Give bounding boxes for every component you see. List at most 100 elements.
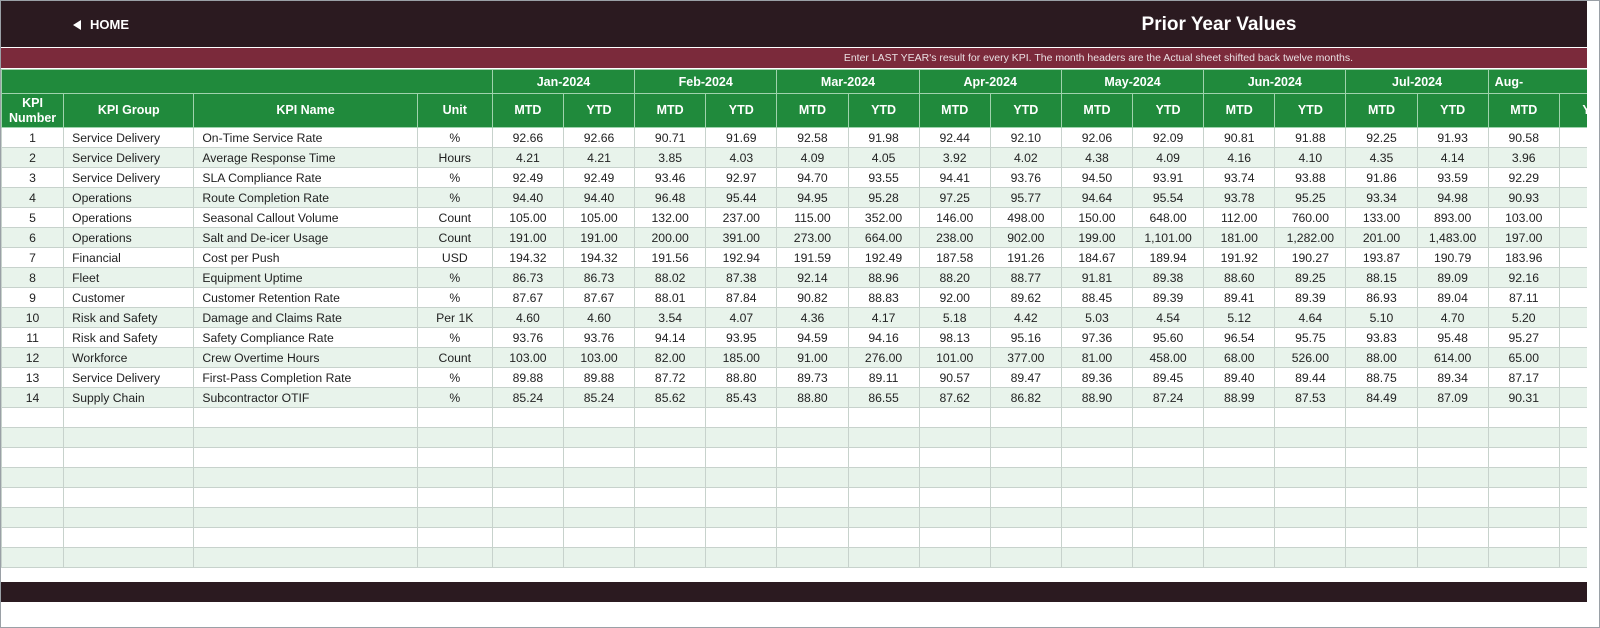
empty-cell[interactable] [193,407,418,428]
value-cell[interactable]: 95.44 [705,187,778,208]
value-cell[interactable]: 93.76 [562,327,636,348]
value-cell[interactable]: 4.07 [705,307,778,328]
value-cell[interactable]: 526.00 [1274,347,1347,368]
value-cell[interactable]: 89.11 [847,367,920,388]
value-cell[interactable]: 191.59 [776,247,849,268]
empty-cell[interactable] [1416,547,1489,568]
value-cell[interactable]: 88.02 [634,267,707,288]
empty-cell[interactable] [63,467,195,488]
value-cell[interactable]: 197.00 [1487,227,1560,248]
value-cell[interactable]: 150.00 [1060,207,1134,228]
empty-cell[interactable] [1274,407,1347,428]
empty-cell[interactable] [1345,407,1418,428]
value-cell[interactable]: 89.47 [989,367,1062,388]
value-cell[interactable]: 91.88 [1274,127,1347,148]
empty-cell[interactable] [705,487,778,508]
empty-cell[interactable] [1416,527,1489,548]
empty-cell[interactable] [416,467,493,488]
value-cell[interactable]: 98.13 [918,327,991,348]
empty-cell[interactable] [1,467,65,488]
empty-cell[interactable] [1203,507,1276,528]
empty-cell[interactable] [1,487,65,508]
empty-cell[interactable] [1,427,65,448]
value-cell[interactable]: 273.00 [776,227,849,248]
empty-cell[interactable] [1558,487,1587,508]
value-cell[interactable] [1558,347,1587,368]
empty-cell[interactable] [847,427,920,448]
value-cell[interactable]: 5.18 [918,307,991,328]
empty-cell[interactable] [1203,467,1276,488]
empty-cell[interactable] [634,527,707,548]
value-cell[interactable]: 4.02 [989,147,1062,168]
value-cell[interactable]: 93.74 [1203,167,1276,188]
value-cell[interactable]: 84.49 [1345,387,1418,408]
empty-cell[interactable] [562,547,636,568]
value-cell[interactable]: 88.20 [918,267,991,288]
empty-cell[interactable] [705,407,778,428]
empty-cell[interactable] [634,467,707,488]
empty-cell[interactable] [1416,467,1489,488]
empty-cell[interactable] [1487,427,1560,448]
value-cell[interactable]: 3.54 [634,307,707,328]
value-cell[interactable]: 94.41 [918,167,991,188]
empty-cell[interactable] [416,407,493,428]
value-cell[interactable]: 648.00 [1132,207,1205,228]
empty-cell[interactable] [63,507,195,528]
value-cell[interactable]: 90.82 [776,287,849,308]
empty-cell[interactable] [1558,547,1587,568]
value-cell[interactable]: 4.14 [1416,147,1489,168]
empty-cell[interactable] [1060,487,1134,508]
value-cell[interactable]: 191.92 [1203,247,1276,268]
value-cell[interactable]: 614.00 [1416,347,1489,368]
value-cell[interactable]: 115.00 [776,207,849,228]
empty-cell[interactable] [193,447,418,468]
empty-cell[interactable] [562,427,636,448]
empty-cell[interactable] [847,487,920,508]
empty-cell[interactable] [776,527,849,548]
value-cell[interactable]: 89.88 [562,367,636,388]
value-cell[interactable]: 3.96 [1487,147,1560,168]
value-cell[interactable]: 95.75 [1274,327,1347,348]
value-cell[interactable]: 4.09 [776,147,849,168]
value-cell[interactable]: 88.83 [847,287,920,308]
value-cell[interactable]: 88.80 [776,387,849,408]
value-cell[interactable]: 4.10 [1274,147,1347,168]
value-cell[interactable]: 103.00 [1487,207,1560,228]
value-cell[interactable]: 103.00 [491,347,564,368]
home-button[interactable]: HOME [73,17,129,32]
empty-cell[interactable] [416,427,493,448]
empty-cell[interactable] [1558,527,1587,548]
value-cell[interactable]: 88.99 [1203,387,1276,408]
empty-cell[interactable] [705,547,778,568]
value-cell[interactable]: 90.31 [1487,387,1560,408]
empty-cell[interactable] [989,487,1062,508]
value-cell[interactable]: 191.00 [491,227,564,248]
value-cell[interactable]: 87.38 [705,267,778,288]
empty-cell[interactable] [1416,507,1489,528]
value-cell[interactable]: 87.24 [1132,387,1205,408]
value-cell[interactable]: 93.46 [634,167,707,188]
value-cell[interactable]: 94.16 [847,327,920,348]
empty-cell[interactable] [989,507,1062,528]
empty-cell[interactable] [1416,407,1489,428]
value-cell[interactable]: 94.95 [776,187,849,208]
value-cell[interactable]: 87.17 [1487,367,1560,388]
empty-cell[interactable] [1345,487,1418,508]
empty-cell[interactable] [1060,447,1134,468]
empty-cell[interactable] [1060,427,1134,448]
empty-cell[interactable] [634,507,707,528]
value-cell[interactable]: 190.27 [1274,247,1347,268]
value-cell[interactable]: 95.54 [1132,187,1205,208]
empty-cell[interactable] [491,547,564,568]
empty-cell[interactable] [918,447,991,468]
value-cell[interactable]: 1,101.00 [1132,227,1205,248]
value-cell[interactable]: 86.82 [989,387,1062,408]
value-cell[interactable]: 68.00 [1203,347,1276,368]
value-cell[interactable]: 88.80 [705,367,778,388]
empty-cell[interactable] [1345,447,1418,468]
value-cell[interactable]: 192.94 [705,247,778,268]
empty-cell[interactable] [1132,547,1205,568]
value-cell[interactable]: 95.77 [989,187,1062,208]
value-cell[interactable]: 96.48 [634,187,707,208]
value-cell[interactable]: 93.91 [1132,167,1205,188]
